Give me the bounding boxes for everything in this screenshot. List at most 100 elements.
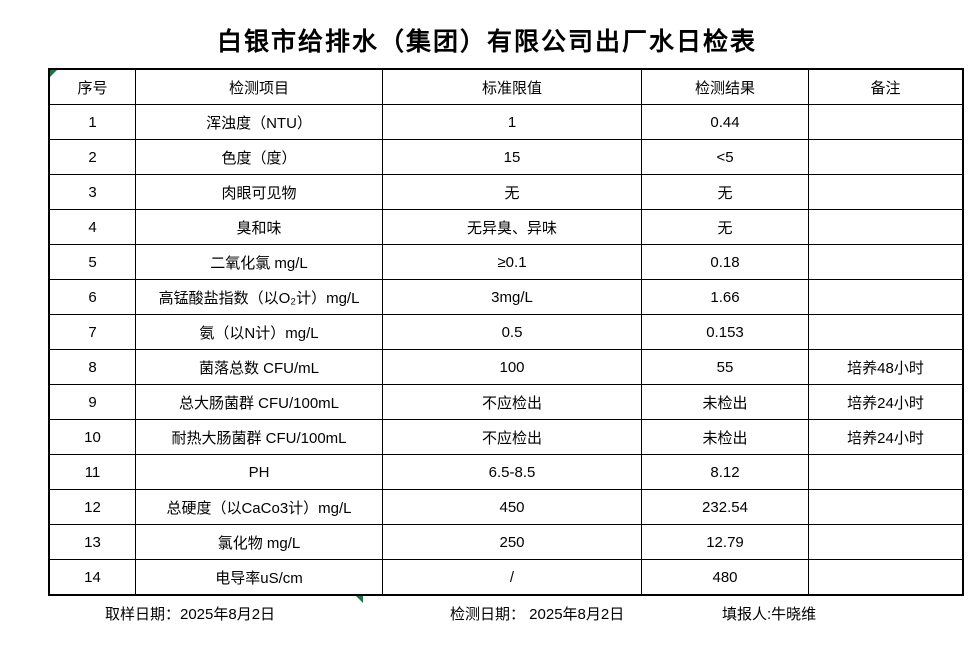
cell-item: 总大肠菌群 CFU/100mL — [135, 384, 383, 420]
cell-result: 232.54 — [641, 489, 809, 525]
cell-item: 臭和味 — [135, 209, 383, 245]
cell-no: 10 — [48, 419, 136, 455]
cell-limit: 100 — [382, 349, 642, 385]
sampling-date: 取样日期：2025年8月2日 — [105, 606, 276, 623]
cell-item: PH — [135, 454, 383, 490]
reporter-name: 填报人:牛晓维 — [722, 606, 817, 623]
cell-no: 6 — [48, 279, 136, 315]
cell-item: 浑浊度（NTU） — [135, 104, 383, 140]
cell-limit: 450 — [382, 489, 642, 525]
cell-result: 未检出 — [641, 384, 809, 420]
cell-item: 耐热大肠菌群 CFU/100mL — [135, 419, 383, 455]
cell-remark — [808, 489, 964, 525]
table-row: 7 氨（以N计）mg/L 0.5 0.153 — [48, 314, 964, 350]
cell-remark — [808, 559, 964, 596]
cell-no: 5 — [48, 244, 136, 280]
table-row: 11 PH 6.5-8.5 8.12 — [48, 454, 964, 490]
cell-no: 7 — [48, 314, 136, 350]
cell-item: 二氧化氯 mg/L — [135, 244, 383, 280]
cell-remark: 培养24小时 — [808, 384, 964, 420]
table-row: 4 臭和味 无异臭、异味 无 — [48, 209, 964, 245]
table-body: 1 浑浊度（NTU） 1 0.44 2 色度（度） 15 <5 3 肉眼可见物 … — [48, 104, 964, 596]
cell-no: 14 — [48, 559, 136, 596]
cell-remark — [808, 104, 964, 140]
table-row: 12 总硬度（以CaCo3计）mg/L 450 232.54 — [48, 489, 964, 525]
excel-corner-marker-icon — [50, 70, 57, 77]
cell-item: 氯化物 mg/L — [135, 524, 383, 560]
header-cell-remark: 备注 — [808, 68, 964, 105]
cell-remark — [808, 454, 964, 490]
cell-remark — [808, 524, 964, 560]
cell-item: 总硬度（以CaCo3计）mg/L — [135, 489, 383, 525]
cell-remark — [808, 314, 964, 350]
cell-no: 9 — [48, 384, 136, 420]
header-cell-result: 检测结果 — [641, 68, 809, 105]
table-row: 6 高锰酸盐指数（以O₂计）mg/L 3mg/L 1.66 — [48, 279, 964, 315]
cell-remark — [808, 244, 964, 280]
header-cell-no: 序号 — [48, 68, 136, 105]
table-row: 14 电导率uS/cm / 480 — [48, 559, 964, 596]
cell-result: 480 — [641, 559, 809, 596]
cell-no: 2 — [48, 139, 136, 175]
cell-no: 1 — [48, 104, 136, 140]
cell-no: 12 — [48, 489, 136, 525]
cell-limit: 3mg/L — [382, 279, 642, 315]
cell-limit: 无异臭、异味 — [382, 209, 642, 245]
cell-remark: 培养48小时 — [808, 349, 964, 385]
cell-limit: 不应检出 — [382, 419, 642, 455]
page-title: 白银市给排水（集团）有限公司出厂水日检表 — [216, 28, 757, 56]
table-row: 5 二氧化氯 mg/L ≥0.1 0.18 — [48, 244, 964, 280]
table-row: 9 总大肠菌群 CFU/100mL 不应检出 未检出 培养24小时 — [48, 384, 964, 420]
cell-item: 氨（以N计）mg/L — [135, 314, 383, 350]
cell-item: 电导率uS/cm — [135, 559, 383, 596]
cell-item: 色度（度） — [135, 139, 383, 175]
cell-no: 3 — [48, 174, 136, 210]
water-quality-table: 序号 检测项目 标准限值 检测结果 备注 1 浑浊度（NTU） 1 0.44 — [48, 68, 964, 596]
cell-result: 0.44 — [641, 104, 809, 140]
cell-limit: 1 — [382, 104, 642, 140]
cell-remark — [808, 209, 964, 245]
cell-result: <5 — [641, 139, 809, 175]
header-label-remark: 备注 — [870, 79, 901, 97]
table-row: 3 肉眼可见物 无 无 — [48, 174, 964, 210]
cell-limit: 15 — [382, 139, 642, 175]
cell-limit: 无 — [382, 174, 642, 210]
header-label-item: 检测项目 — [228, 79, 289, 97]
table-row: 10 耐热大肠菌群 CFU/100mL 不应检出 未检出 培养24小时 — [48, 419, 964, 455]
cell-result: 0.18 — [641, 244, 809, 280]
cell-limit: 不应检出 — [382, 384, 642, 420]
cell-result: 无 — [641, 209, 809, 245]
table-row: 1 浑浊度（NTU） 1 0.44 — [48, 104, 964, 140]
cell-limit: ≥0.1 — [382, 244, 642, 280]
cell-no: 13 — [48, 524, 136, 560]
test-date: 检测日期： 2025年8月2日 — [450, 606, 625, 623]
cell-no: 4 — [48, 209, 136, 245]
cell-no: 11 — [48, 454, 136, 490]
cell-result: 55 — [641, 349, 809, 385]
header-row: 序号 检测项目 标准限值 检测结果 备注 — [48, 68, 964, 105]
cell-result: 12.79 — [641, 524, 809, 560]
table-row: 13 氯化物 mg/L 250 12.79 — [48, 524, 964, 560]
cell-limit: / — [382, 559, 642, 596]
table-row: 8 菌落总数 CFU/mL 100 55 培养48小时 — [48, 349, 964, 385]
cell-result: 无 — [641, 174, 809, 210]
header-label-no: 序号 — [77, 79, 108, 97]
cell-remark — [808, 139, 964, 175]
cell-remark — [808, 279, 964, 315]
cell-result: 1.66 — [641, 279, 809, 315]
cell-item: 高锰酸盐指数（以O₂计）mg/L — [135, 279, 383, 315]
cell-no: 8 — [48, 349, 136, 385]
header-label-limit: 标准限值 — [481, 79, 542, 97]
cell-item: 肉眼可见物 — [135, 174, 383, 210]
cell-remark — [808, 174, 964, 210]
cell-limit: 0.5 — [382, 314, 642, 350]
cell-remark: 培养24小时 — [808, 419, 964, 455]
cell-item: 菌落总数 CFU/mL — [135, 349, 383, 385]
header-cell-item: 检测项目 — [135, 68, 383, 105]
cell-result: 未检出 — [641, 419, 809, 455]
cell-limit: 250 — [382, 524, 642, 560]
header-cell-limit: 标准限值 — [382, 68, 642, 105]
table-row: 2 色度（度） 15 <5 — [48, 139, 964, 175]
excel-bottom-marker-icon — [356, 596, 363, 603]
